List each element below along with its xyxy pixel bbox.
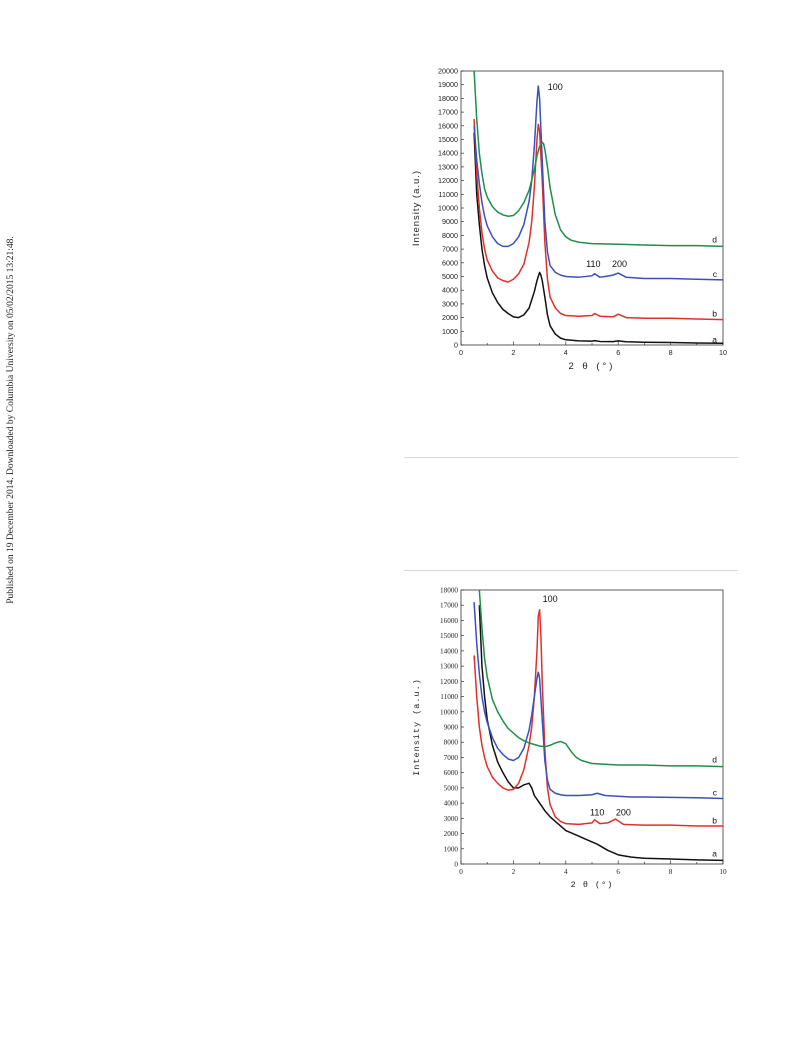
y-tick-label: 10000	[438, 204, 458, 213]
y-tick-label: 20000	[438, 67, 458, 76]
x-tick-label: 2	[512, 868, 516, 876]
y-tick-label: 7000	[444, 754, 459, 762]
y-tick-label: 8000	[442, 231, 458, 240]
y-tick-label: 14000	[438, 149, 458, 158]
y-tick-label: 14000	[440, 647, 458, 655]
y-tick-label: 2000	[442, 313, 458, 322]
x-tick-label: 8	[669, 348, 673, 357]
peak-annotation: 110	[586, 259, 600, 269]
series-a-label: a	[712, 335, 717, 345]
peak-annotation: 200	[612, 259, 627, 269]
y-tick-label: 1000	[442, 327, 458, 336]
y-tick-label: 13000	[440, 663, 458, 671]
y-tick-label: 15000	[438, 135, 458, 144]
peak-annotation: 100	[543, 594, 558, 604]
y-tick-label: 1000	[444, 845, 459, 853]
x-tick-label: 4	[564, 348, 568, 357]
y-tick-label: 3000	[444, 815, 459, 823]
y-tick-label: 13000	[438, 162, 458, 171]
series-c-label: c	[713, 269, 718, 279]
y-tick-label: 17000	[440, 602, 458, 610]
x-tick-label: 0	[459, 868, 463, 876]
y-tick-label: 3000	[442, 299, 458, 308]
y-tick-label: 11000	[439, 190, 458, 199]
y-tick-label: 12000	[440, 678, 458, 686]
plot-frame	[460, 70, 724, 346]
y-axis-label: Intensity (a.u.)	[411, 170, 422, 246]
y-tick-label: 2000	[444, 830, 459, 838]
y-tick-label: 16000	[440, 617, 458, 625]
y-tick-label: 4000	[444, 800, 459, 808]
x-tick-label: 10	[719, 348, 727, 357]
y-tick-label: 18000	[438, 94, 458, 103]
x-tick-label: 8	[669, 868, 673, 876]
y-tick-label: 9000	[444, 724, 459, 732]
series-a-line	[478, 605, 723, 862]
y-tick-label: 17000	[438, 108, 458, 117]
x-tick-label: 4	[564, 868, 568, 876]
divider-top	[404, 457, 738, 458]
y-tick-label: 9000	[442, 217, 458, 226]
y-tick-label: 11000	[440, 693, 458, 701]
series-d-line	[473, 71, 723, 248]
series-b-label: b	[712, 816, 717, 826]
x-tick-label: 0	[459, 348, 463, 357]
series-d-label: d	[712, 755, 717, 765]
y-tick-label: 8000	[444, 739, 459, 747]
series-d-line	[478, 590, 723, 768]
xrd-chart-top: 0100020003000400050006000700080009000100…	[411, 67, 727, 373]
peak-annotation: 110	[590, 807, 604, 817]
series-c-line	[473, 602, 723, 800]
y-tick-label: 6000	[442, 258, 458, 267]
y-tick-label: 5000	[442, 272, 458, 281]
series-a-line	[473, 132, 723, 344]
peak-annotation: 100	[548, 82, 563, 92]
series-b-label: b	[712, 308, 717, 318]
x-tick-label: 10	[719, 868, 727, 876]
divider-bottom	[404, 570, 738, 571]
y-tick-label: 10000	[440, 708, 458, 716]
y-tick-label: 5000	[444, 784, 459, 792]
y-tick-label: 16000	[438, 121, 458, 130]
peak-annotation: 200	[616, 807, 631, 817]
y-tick-label: 18000	[440, 587, 458, 595]
x-tick-label: 2	[511, 348, 515, 357]
y-axis-label: Intensity (a.u.)	[412, 678, 422, 776]
y-tick-label: 7000	[442, 245, 458, 254]
y-tick-label: 15000	[440, 632, 458, 640]
x-axis-label: 2 θ (°)	[571, 880, 614, 890]
x-tick-label: 6	[616, 348, 620, 357]
series-b-line	[473, 118, 723, 321]
y-tick-label: 12000	[438, 176, 458, 185]
y-tick-label: 4000	[442, 286, 458, 295]
series-a-label: a	[712, 848, 717, 858]
series-d-label: d	[712, 235, 717, 245]
y-tick-label: 6000	[444, 769, 459, 777]
xrd-chart-bottom: 0100020003000400050006000700080009000100…	[412, 587, 727, 891]
publication-note-text: Published on 19 December 2014. Downloade…	[6, 236, 16, 604]
series-b-line	[473, 609, 723, 827]
y-tick-label: 0	[454, 341, 458, 350]
x-tick-label: 6	[616, 868, 620, 876]
publication-note: Published on 19 December 2014. Downloade…	[4, 210, 18, 630]
y-tick-label: 19000	[438, 80, 458, 89]
series-c-label: c	[713, 787, 718, 797]
series-c-line	[473, 85, 723, 281]
x-axis-label: 2 θ (°)	[569, 361, 616, 372]
y-tick-label: 0	[454, 861, 458, 869]
